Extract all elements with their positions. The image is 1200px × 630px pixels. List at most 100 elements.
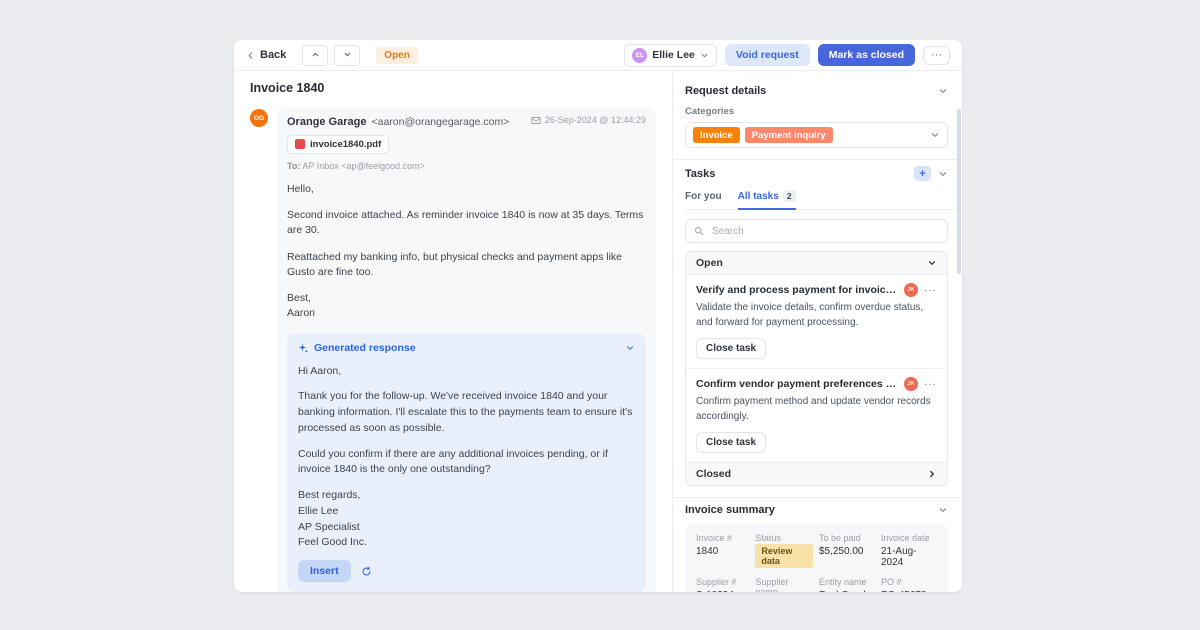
field-label: Status <box>755 533 781 543</box>
next-message-button[interactable] <box>334 44 361 66</box>
mark-as-closed-button[interactable]: Mark as closed <box>817 44 915 66</box>
body-signoff: Best, <box>287 292 311 305</box>
tasks-header[interactable]: Tasks + <box>685 166 948 181</box>
task-assignee-avatar[interactable]: JK <box>904 377 918 391</box>
regenerate-icon[interactable] <box>361 566 372 577</box>
assignee-name: Ellie Lee <box>652 49 695 61</box>
closed-tasks-accordion[interactable]: Closed <box>686 462 947 485</box>
task-item: Confirm vendor payment preferences and d… <box>686 368 947 462</box>
chevron-right-icon <box>927 469 937 479</box>
supplier-name-field: Supplier nameOrange Garage <box>755 577 813 592</box>
email-bubble: Orange Garage <aaron@orangegarage.com> 2… <box>277 107 656 592</box>
body-paragraph: Reattached my banking info, but physical… <box>287 250 623 278</box>
pdf-file-icon <box>295 139 305 149</box>
field-label: PO # <box>880 577 902 587</box>
generated-sig-role: AP Specialist <box>298 520 360 533</box>
request-status-badge: Open <box>376 46 418 64</box>
divider <box>673 497 960 498</box>
previous-message-button[interactable] <box>302 44 329 66</box>
chevron-down-icon <box>700 51 709 60</box>
open-tasks-accordion[interactable]: Open <box>686 252 947 274</box>
generated-closing: Best regards, <box>298 489 361 502</box>
field-label: To be paid <box>818 533 861 543</box>
sender-avatar: OG <box>250 109 268 127</box>
invoice-summary-header[interactable]: Invoice summary <box>685 504 948 516</box>
email-body: Hello, Second invoice attached. As remin… <box>287 182 646 322</box>
attachment-chip[interactable]: invoice1840.pdf <box>287 134 390 154</box>
sidebar-scrollbar[interactable] <box>957 109 961 274</box>
field-label: Supplier # <box>696 577 737 587</box>
task-search[interactable] <box>685 219 948 243</box>
to-be-paid-field: To be paid $5,250.00 <box>819 533 875 569</box>
page-title: Invoice 1840 <box>250 81 325 95</box>
invoice-summary-card: Invoice # 1840 Status Review data To be pa… <box>685 524 948 592</box>
closed-tasks-label: Closed <box>696 468 732 480</box>
invoice-status-field: Status Review data <box>755 533 813 569</box>
invoice-number-field: Invoice # 1840 <box>696 533 749 569</box>
body-signature: Aaron <box>287 307 316 320</box>
void-request-button[interactable]: Void request <box>724 44 810 66</box>
email-panel: Invoice 1840 OG Orange Garage <aaron@ora… <box>234 71 672 592</box>
field-label: Entity name <box>818 577 867 587</box>
assignee-dropdown[interactable]: EL Ellie Lee <box>624 43 717 67</box>
sender-name: Orange Garage <box>287 115 367 128</box>
close-task-button[interactable]: Close task <box>696 338 767 359</box>
divider <box>673 159 960 160</box>
task-title: Confirm vendor payment preferences and d… <box>696 378 898 390</box>
generated-greeting: Hi Aaron, <box>298 364 342 377</box>
category-chip-invoice: Invoice <box>693 127 740 143</box>
to-value: AP Inbox <ap@feelgood.com> <box>302 161 425 171</box>
tab-for-you[interactable]: For you <box>685 191 722 202</box>
chevron-down-icon[interactable] <box>625 343 635 353</box>
topbar-actions: EL Ellie Lee Void request Mark as closed… <box>624 43 950 67</box>
close-task-button[interactable]: Close task <box>696 432 767 453</box>
chevron-down-icon <box>343 46 352 64</box>
chevron-down-icon <box>938 505 948 515</box>
task-assignee-avatar[interactable]: JK <box>904 283 918 297</box>
categories-select[interactable]: Invoice Payment inquiry <box>685 122 948 148</box>
chevron-up-icon <box>311 46 320 64</box>
generated-response-panel: Generated response Hi Aaron, Thank you f… <box>287 332 646 592</box>
more-actions-button[interactable]: ··· <box>923 45 950 65</box>
to-label: To: <box>287 161 301 171</box>
supplier-number-field: Supplier # S-10234 <box>696 577 749 592</box>
task-title: Verify and process payment for invoice 1… <box>696 284 898 296</box>
add-task-button[interactable]: + <box>914 166 931 181</box>
sparkle-icon <box>298 343 308 353</box>
recipient-line: To: AP Inbox <ap@feelgood.com> <box>287 161 646 171</box>
search-icon <box>694 226 704 236</box>
open-tasks-label: Open <box>696 257 723 269</box>
entity-name-field: Entity name Feel Good US <box>819 577 875 592</box>
request-window: Back Open EL Ellie Lee Void request Mark… <box>234 40 962 592</box>
task-more-icon[interactable]: ··· <box>924 284 937 296</box>
generated-response-header[interactable]: Generated response <box>298 342 635 354</box>
chevron-down-icon <box>930 130 940 140</box>
body-paragraph: Second invoice attached. As reminder inv… <box>287 209 644 237</box>
generated-paragraph: Could you confirm if there are any addit… <box>298 447 608 476</box>
generated-sig-name: Ellie Lee <box>298 504 339 517</box>
message-nav <box>302 44 361 66</box>
chevron-down-icon <box>927 258 937 268</box>
tab-all-tasks[interactable]: All tasks 2 <box>737 190 796 210</box>
generated-response-actions: Insert <box>298 560 635 583</box>
field-label: Invoice # <box>696 533 733 543</box>
chevron-down-icon <box>938 169 948 179</box>
generated-sig-company: Feel Good Inc. <box>298 536 367 549</box>
email-header: Orange Garage <aaron@orangegarage.com> 2… <box>287 115 646 128</box>
field-value: 21-Aug-2024 <box>880 546 917 568</box>
insert-button[interactable]: Insert <box>298 560 351 583</box>
back-button[interactable]: Back <box>246 49 286 61</box>
task-description: Validate the invoice details, confirm ov… <box>696 302 924 328</box>
field-value: PO-45678 <box>881 590 937 592</box>
task-search-input[interactable] <box>710 224 939 238</box>
assignee-avatar: EL <box>632 47 648 63</box>
invoice-summary-title: Invoice summary <box>685 504 775 516</box>
back-label: Back <box>260 49 287 61</box>
task-more-icon[interactable]: ··· <box>924 378 937 390</box>
field-value: $5,250.00 <box>818 546 864 557</box>
tasks-list: Open Verify and process payment for invo… <box>685 251 948 486</box>
tasks-tabs: For you All tasks 2 <box>685 190 960 210</box>
attachment-name: invoice1840.pdf <box>310 138 382 150</box>
request-details-header[interactable]: Request details <box>685 85 948 97</box>
field-value: 1840 <box>696 546 719 557</box>
